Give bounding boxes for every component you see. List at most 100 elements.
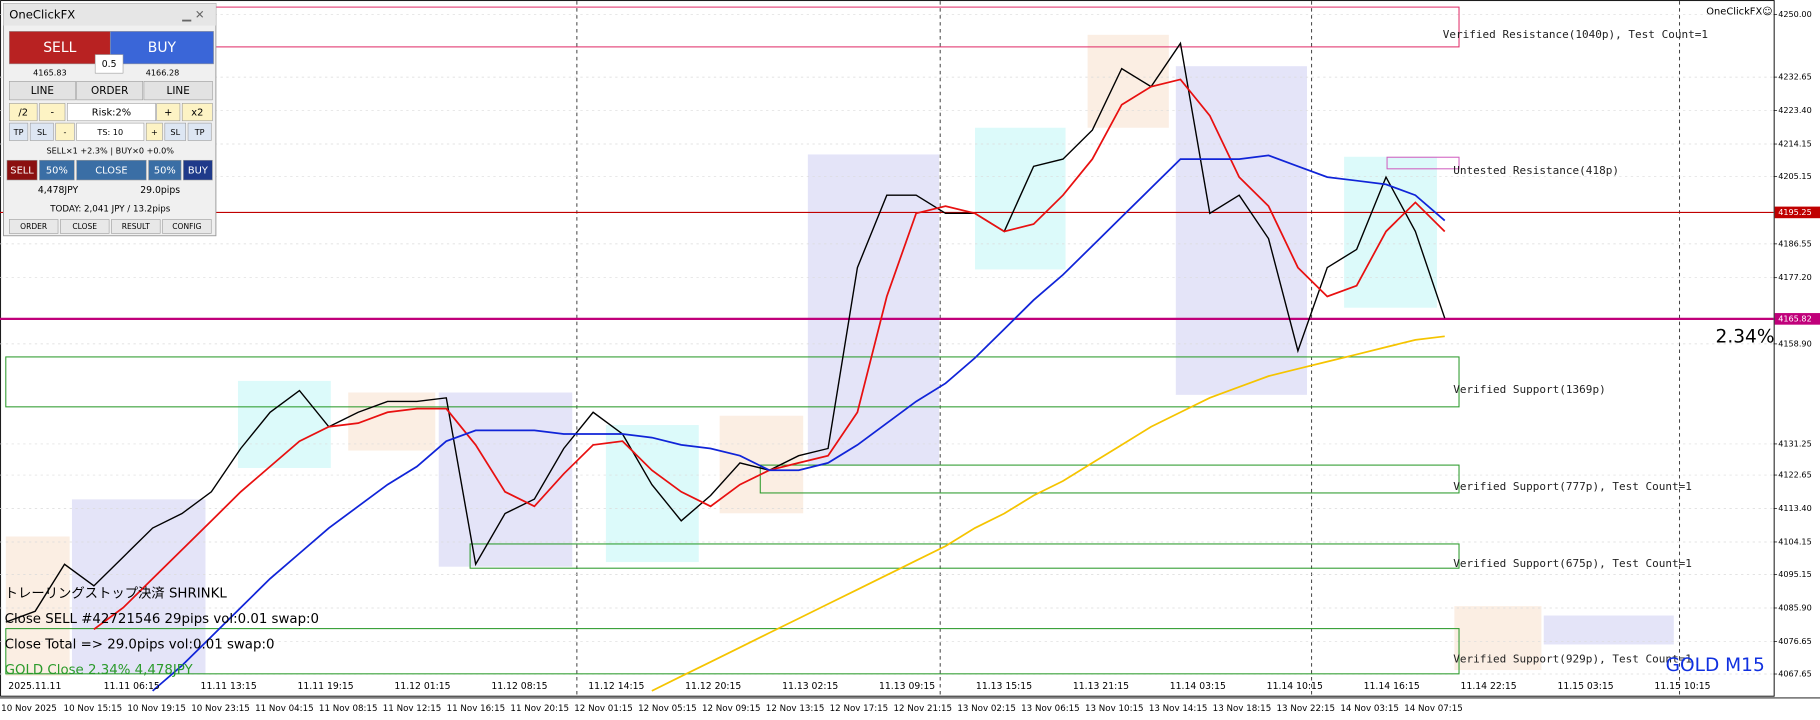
button[interactable]	[145, 122, 163, 141]
symbol: GOLD M15	[1666, 655, 1765, 676]
button-label[interactable]: TP	[194, 127, 205, 137]
button-label[interactable]: Risk:2%	[92, 108, 131, 119]
button-label[interactable]: 50%	[46, 166, 68, 177]
x-tick-label: 11 Nov 08:15	[319, 704, 378, 714]
oneclick-panel: OneClickFX ▁ ✕ SELL BUY 0.5 4165.83 4166.28 LIN…	[3, 3, 217, 237]
button[interactable]	[8, 122, 29, 141]
x-tick-label: 13 Nov 18:15	[1213, 704, 1272, 714]
button[interactable]	[94, 54, 124, 74]
button[interactable]	[8, 81, 76, 101]
button[interactable]	[55, 122, 75, 141]
button-label[interactable]: BUY	[148, 40, 177, 56]
button[interactable]	[39, 103, 66, 122]
button[interactable]	[39, 159, 75, 181]
button-label[interactable]: LINE	[31, 85, 54, 97]
button[interactable]	[76, 122, 145, 141]
button[interactable]	[76, 81, 144, 101]
zone-label: Verified Support(1369p)	[1453, 383, 1606, 396]
bid: 4165.83	[33, 68, 67, 78]
button-label[interactable]: TS: 10	[96, 127, 123, 137]
x-tick-label: 11 Nov 04:15	[255, 704, 314, 714]
y-tick-label: 4131.25	[1778, 438, 1812, 448]
button[interactable]	[156, 103, 181, 122]
button[interactable]	[162, 219, 212, 234]
x-tick-label-top: 11.13 09:15	[879, 681, 935, 692]
button-label[interactable]: 50%	[154, 166, 176, 177]
level-tag	[1774, 206, 1820, 219]
button[interactable]	[8, 103, 38, 122]
button-label[interactable]: +	[151, 127, 158, 137]
x-tick-label: 12 Nov 13:15	[766, 704, 825, 714]
button-label[interactable]: SL	[37, 127, 47, 137]
button[interactable]	[8, 219, 59, 234]
x-tick-label: 12 Nov 09:15	[702, 704, 761, 714]
plot-frame	[0, 0, 1775, 697]
panel-titlebar	[3, 3, 216, 26]
button-label[interactable]: SELL	[10, 166, 34, 177]
button[interactable]	[60, 219, 110, 234]
button-label[interactable]: SL	[170, 127, 180, 137]
y-tick-label: 4076.65	[1778, 636, 1812, 646]
moving-average	[152, 154, 1446, 692]
ask: 4166.28	[146, 68, 180, 78]
zone-label: Verified Resistance(1040p), Test Count=1	[1443, 28, 1708, 41]
x-tick-label-top: 11.15 10:15	[1654, 681, 1710, 692]
x-tick-label-top: 11.14 16:15	[1364, 681, 1420, 692]
y-tick-label: 4085.90	[1778, 602, 1812, 612]
x-tick-label-top: 11.14 22:15	[1461, 681, 1517, 692]
x-tick-label: 10 Nov 15:15	[64, 704, 123, 714]
button-label[interactable]: TP	[13, 127, 24, 137]
button[interactable]	[29, 122, 54, 141]
profit: 4,478JPY	[38, 185, 79, 196]
button-label[interactable]: ORDER	[91, 85, 128, 97]
session-box	[807, 154, 940, 466]
button[interactable]	[143, 81, 213, 101]
message: トレーリングストップ決済 SHRINKL	[5, 585, 228, 601]
x-tick-label: 13 Nov 06:15	[1021, 704, 1080, 714]
button-label[interactable]: -	[64, 127, 67, 137]
button-label[interactable]: /2	[18, 108, 28, 119]
x-tick-label: 14 Nov 07:15	[1404, 704, 1463, 714]
button-label[interactable]: ORDER	[20, 222, 48, 231]
button-label[interactable]: BUY	[188, 166, 209, 177]
button-label[interactable]: LINE	[167, 85, 190, 97]
button-label[interactable]: SELL	[43, 40, 76, 56]
button[interactable]	[6, 159, 38, 181]
button[interactable]	[67, 103, 156, 122]
button[interactable]	[164, 122, 187, 141]
button[interactable]	[187, 122, 212, 141]
x-tick-label-top: 11.11 19:15	[297, 681, 353, 692]
button[interactable]	[181, 103, 213, 122]
level-tag	[1774, 313, 1820, 325]
watermark: OneClickFX☺	[1706, 7, 1772, 18]
button[interactable]	[76, 159, 147, 181]
button-label[interactable]: x2	[191, 108, 203, 119]
button[interactable]	[183, 159, 213, 181]
x-tick-label-top: 11.14 10:15	[1267, 681, 1323, 692]
x-tick-label-top: 11.12 14:15	[588, 681, 644, 692]
x-tick-label: 11 Nov 20:15	[510, 704, 569, 714]
x-tick-label: 12 Nov 05:15	[638, 704, 697, 714]
button-label[interactable]: -	[50, 108, 54, 119]
button-label[interactable]: CLOSE	[95, 166, 127, 177]
x-tick-label-top: 11.12 20:15	[685, 681, 741, 692]
button-label[interactable]: RESULT	[122, 222, 150, 231]
zone-label: Untested Resistance(418p)	[1453, 164, 1619, 177]
y-tick-label: 4177.20	[1778, 272, 1812, 282]
x-tick-label: 13 Nov 14:15	[1149, 704, 1208, 714]
zone-label: Verified Support(929p), Test Count=1	[1453, 652, 1692, 665]
button[interactable]	[8, 31, 111, 65]
button[interactable]	[111, 219, 161, 234]
x-tick-label: 14 Nov 03:15	[1340, 704, 1399, 714]
button-label[interactable]: CLOSE	[72, 222, 97, 231]
button[interactable]	[109, 31, 214, 65]
x-tick-label-top: 11.11 06:15	[104, 681, 160, 692]
x-tick-label-top: 11.13 21:15	[1073, 681, 1129, 692]
button-label[interactable]: CONFIG	[172, 222, 201, 231]
button-label[interactable]: 0.5	[102, 59, 117, 70]
message: Close Total => 29.0pips vol:0.01 swap:0	[5, 638, 275, 653]
x-tick-label-top: 11.12 08:15	[491, 681, 547, 692]
button[interactable]	[148, 159, 182, 181]
button-label[interactable]: +	[164, 108, 172, 119]
